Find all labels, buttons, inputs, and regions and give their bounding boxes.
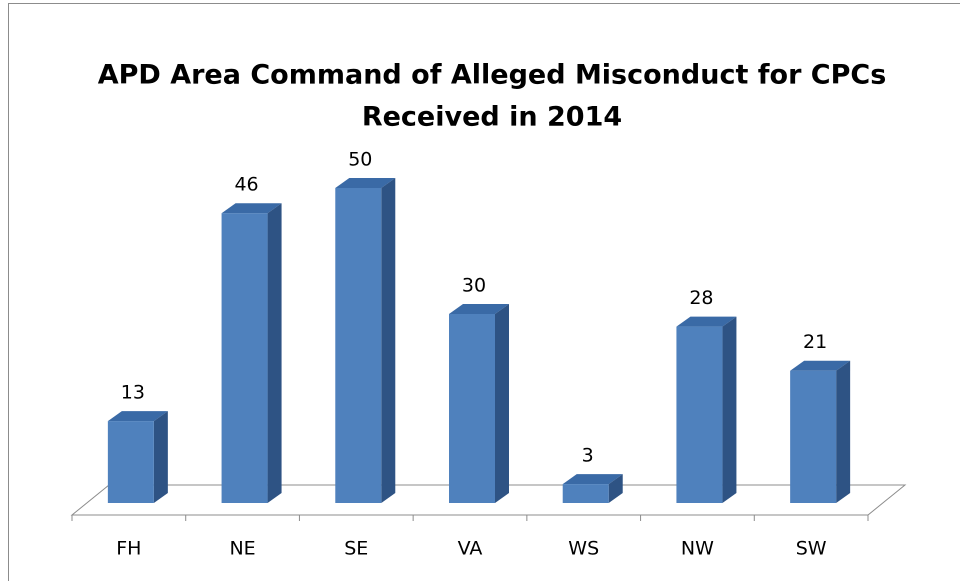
bar-top bbox=[449, 304, 509, 314]
bar-front bbox=[335, 188, 382, 503]
bar bbox=[221, 203, 282, 503]
data-label: 30 bbox=[462, 275, 486, 297]
x-tick-label: SW bbox=[796, 538, 827, 560]
x-tick-label: WS bbox=[568, 538, 599, 560]
data-label: 13 bbox=[121, 382, 145, 404]
bar-top bbox=[562, 474, 623, 485]
bar-top bbox=[221, 203, 282, 214]
bar-top bbox=[790, 360, 851, 371]
bar-top bbox=[335, 178, 396, 188]
bar-top bbox=[107, 411, 168, 422]
bar-top bbox=[676, 316, 737, 327]
bar-side bbox=[381, 178, 396, 503]
bar-front bbox=[221, 213, 268, 503]
data-label: 21 bbox=[803, 331, 827, 353]
x-tick-label: NE bbox=[229, 538, 255, 560]
bar-side bbox=[608, 474, 623, 503]
bar-side bbox=[495, 304, 509, 503]
data-label: 46 bbox=[234, 174, 258, 196]
bar-side bbox=[267, 203, 282, 503]
data-label: 3 bbox=[582, 445, 594, 467]
x-tick-label: VA bbox=[458, 538, 483, 560]
x-axis bbox=[71, 515, 869, 521]
bar bbox=[107, 411, 168, 503]
bar-front bbox=[449, 314, 495, 503]
data-label: 28 bbox=[689, 287, 713, 309]
x-tick-label: NW bbox=[681, 538, 714, 560]
bar bbox=[676, 316, 737, 503]
bar bbox=[335, 178, 396, 503]
bar-side bbox=[153, 411, 168, 503]
bar bbox=[449, 304, 509, 503]
x-tick-label: SE bbox=[344, 538, 368, 560]
chart-title: APD Area Command of Alleged Misconduct f… bbox=[98, 60, 887, 91]
bar-front bbox=[676, 326, 723, 503]
bar-side bbox=[722, 316, 737, 503]
bar bbox=[562, 474, 623, 503]
x-tick-label: FH bbox=[116, 538, 141, 560]
bar bbox=[790, 360, 851, 503]
data-label: 50 bbox=[348, 149, 372, 171]
bar-front bbox=[107, 421, 154, 503]
bar-front bbox=[562, 484, 609, 503]
bar-side bbox=[836, 360, 851, 503]
bar-front bbox=[790, 370, 837, 503]
chart-title: Received in 2014 bbox=[362, 102, 622, 133]
